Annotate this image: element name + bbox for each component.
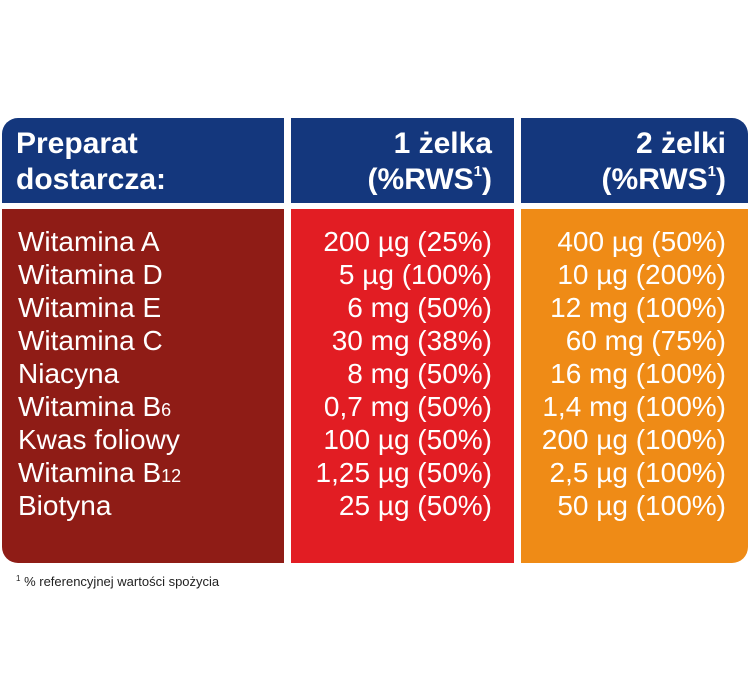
header-1-zelka: 1 żelka — [393, 127, 492, 160]
dose-value: 1,4 mg (100%) — [542, 391, 726, 422]
footnote-text: % referencyjnej wartości spożycia — [20, 574, 220, 589]
dose-value: 12 mg (100%) — [550, 292, 726, 323]
nutrient-name: Witamina D — [18, 259, 163, 290]
two-gummies-values: 400 µg (50%) 10 µg (200%) 12 mg (100%) 6… — [521, 209, 748, 563]
nutrient-name: Witamina A — [18, 226, 160, 257]
dose-value: 8 mg (50%) — [347, 358, 492, 389]
dose-value: 400 µg (50%) — [557, 226, 726, 257]
dose-value: 10 µg (200%) — [557, 259, 726, 290]
dose-value: 1,25 µg (50%) — [315, 457, 492, 488]
two-gummies-column: 2 żelki (%RWS1) 400 µg (50%) 10 µg (200%… — [521, 118, 748, 563]
dose-value: 6 mg (50%) — [347, 292, 492, 323]
nutrition-table: Preparat dostarcza: Witamina A Witamina … — [2, 118, 748, 563]
header-preparat: Preparat — [16, 127, 138, 160]
dose-value: 0,7 mg (50%) — [323, 391, 492, 422]
dose-value: 16 mg (100%) — [550, 358, 726, 389]
dose-value: 30 mg (38%) — [331, 325, 492, 356]
nutrient-name: Kwas foliowy — [18, 424, 180, 455]
dose-value: 50 µg (100%) — [557, 490, 726, 521]
nutrient-names: Witamina A Witamina D Witamina E Witamin… — [2, 209, 284, 563]
nutrient-column: Preparat dostarcza: Witamina A Witamina … — [2, 118, 284, 563]
dose-value: 2,5 µg (100%) — [549, 457, 726, 488]
one-gummy-column: 1 żelka (%RWS1) 200 µg (25%) 5 µg (100%)… — [291, 118, 514, 563]
nutrient-name: Witamina B6 — [18, 391, 172, 422]
footnote: 1 % referencyjnej wartości spożycia — [16, 574, 219, 589]
dose-value: 5 µg (100%) — [338, 259, 492, 290]
nutrient-name: Niacyna — [18, 358, 120, 389]
nutrient-name: Witamina E — [18, 292, 162, 323]
nutrient-name: Witamina C — [18, 325, 163, 356]
header-2-zelki: 2 żelki — [635, 127, 726, 160]
dose-value: 200 µg (25%) — [323, 226, 492, 257]
header-dostarcza: dostarcza: — [16, 163, 167, 196]
one-gummy-header: 1 żelka (%RWS1) — [291, 118, 514, 203]
header-rws: (%RWS1) — [367, 163, 492, 196]
two-gummies-header: 2 żelki (%RWS1) — [521, 118, 748, 203]
dose-value: 60 mg (75%) — [565, 325, 726, 356]
dose-value: 200 µg (100%) — [541, 424, 726, 455]
dose-value: 25 µg (50%) — [338, 490, 492, 521]
nutrient-name: Witamina B12 — [18, 457, 182, 488]
footnote-marker: 1 — [16, 574, 21, 583]
one-gummy-values: 200 µg (25%) 5 µg (100%) 6 mg (50%) 30 m… — [291, 209, 514, 563]
header-rws: (%RWS1) — [601, 163, 726, 196]
nutrient-name: Biotyna — [18, 490, 112, 521]
nutrient-column-header: Preparat dostarcza: — [2, 118, 284, 203]
dose-value: 100 µg (50%) — [323, 424, 492, 455]
